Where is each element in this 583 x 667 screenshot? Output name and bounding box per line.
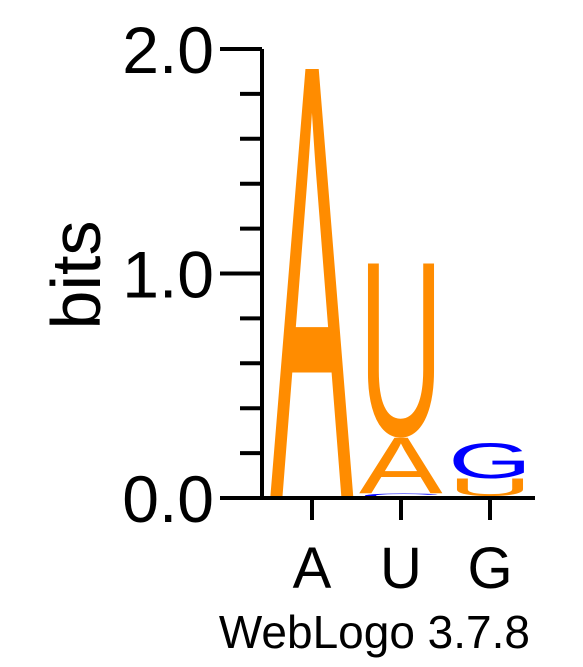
logo-letter-C: C (359, 492, 443, 499)
y-tick-label: 1.0 (122, 238, 214, 312)
x-tick-label: A (293, 536, 332, 601)
y-axis-ticks: 0.0 1.0 2.0 (122, 13, 262, 536)
logo-letter-A: A (270, 0, 354, 631)
y-axis-label: bits (37, 221, 115, 330)
y-tick-label: 2.0 (122, 13, 214, 87)
y-tick-label: 0.0 (122, 462, 214, 536)
weblogo-footer: WebLogo 3.7.8 (219, 606, 530, 658)
x-tick-label: G (467, 536, 512, 601)
logo-letter-G: G (448, 433, 532, 489)
x-tick-label: U (380, 536, 422, 601)
logo-letter-U: U (359, 211, 443, 489)
